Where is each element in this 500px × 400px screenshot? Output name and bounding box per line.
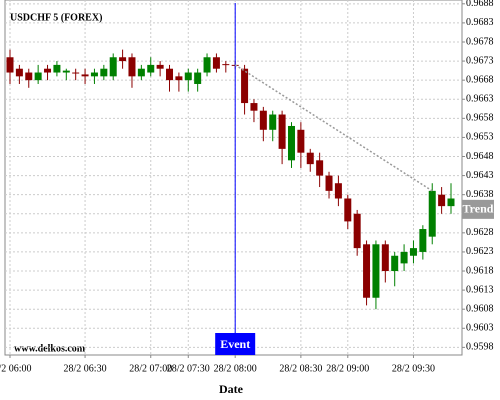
candle-body: [438, 194, 446, 207]
x-tick-label: 28/2 07:30: [167, 363, 210, 374]
candle-body: [81, 74, 89, 77]
x-tick-label: 28/2 08:30: [279, 363, 322, 374]
candle-body: [137, 68, 145, 77]
candle-body: [325, 175, 333, 191]
y-tick-label: 0.9628: [466, 227, 494, 238]
candle-body: [391, 255, 399, 272]
y-tick-label: 0.9688: [466, 0, 494, 9]
candle-body: [259, 110, 267, 130]
candle-body: [372, 244, 380, 298]
candle-body: [90, 72, 98, 77]
candle-body: [44, 68, 52, 73]
y-tick-label: 0.9603: [466, 323, 494, 334]
plot-area: [4, 0, 463, 356]
trend-line: [234, 64, 433, 192]
event-box: [215, 333, 256, 355]
candle-body: [100, 68, 108, 77]
x-axis-label: Date: [219, 382, 244, 396]
y-tick-label: 0.9653: [466, 132, 494, 143]
y-tick-label: 0.9648: [466, 151, 494, 162]
x-tick-label: 28/2 07:00: [129, 363, 172, 374]
candle-body: [409, 248, 417, 256]
candle-body: [166, 68, 174, 81]
y-tick-label: 0.9623: [466, 246, 494, 257]
candle-body: [72, 72, 80, 74]
x-tick-label: 28/2 08:00: [214, 363, 257, 374]
candle-body: [381, 244, 389, 272]
candle-body: [419, 229, 427, 252]
candle-body: [287, 125, 295, 161]
y-tick-label: 0.9643: [466, 170, 494, 181]
candle-body: [250, 103, 258, 111]
y-tick-label: 0.9673: [466, 55, 494, 66]
watermark: www.delkos.com: [14, 343, 86, 354]
y-tick-label: 0.9618: [466, 265, 494, 276]
y-tick-label: 0.9658: [466, 113, 494, 124]
candle-body: [222, 64, 230, 66]
candle-body: [184, 72, 192, 81]
y-tick-label: 0.9683: [466, 17, 494, 28]
x-tick-label: 28/2 09:00: [326, 363, 369, 374]
candle-body: [62, 70, 70, 73]
trend-box: [462, 199, 494, 219]
candle-body: [175, 76, 183, 81]
candle-body: [316, 160, 324, 176]
x-tick-label: 28/2 09:30: [392, 363, 435, 374]
candle-body: [306, 152, 314, 165]
candle-body: [119, 57, 127, 62]
candle-body: [203, 57, 211, 73]
candle-body: [6, 57, 14, 73]
candle-body: [278, 114, 286, 149]
event-label: Event: [220, 337, 250, 351]
y-tick-label: 0.9678: [466, 36, 494, 47]
candle-body: [15, 68, 23, 77]
x-tick-label: 28/2 06:30: [64, 363, 107, 374]
candle-body: [194, 72, 202, 84]
y-tick-label: 0.9638: [466, 189, 494, 200]
y-tick-label: 0.9663: [466, 94, 494, 105]
candle-body: [34, 72, 42, 81]
chart-title: USDCHF 5 (FOREX): [10, 12, 102, 23]
candle-body: [147, 64, 155, 73]
trend-label: Trend: [463, 202, 494, 216]
y-tick-label: 0.9608: [466, 303, 494, 314]
candle-body: [400, 251, 408, 264]
y-tick-label: 0.9613: [466, 284, 494, 295]
y-tick-label: 0.9598: [466, 342, 494, 353]
candle-body: [269, 114, 277, 130]
candle-body: [156, 64, 164, 69]
candle-body: [428, 190, 436, 237]
candle-body: [128, 57, 136, 77]
candle-body: [241, 68, 249, 104]
candle-body: [447, 198, 455, 207]
x-tick-label: 28/2 06:00: [0, 363, 32, 374]
candle-body: [109, 57, 117, 77]
y-tick-label: 0.9668: [466, 74, 494, 85]
candle-body: [353, 213, 361, 249]
candle-body: [212, 57, 220, 69]
candle-body: [53, 64, 61, 73]
candle-body: [297, 129, 305, 153]
candle-body: [334, 183, 342, 199]
candle-body: [25, 72, 33, 81]
candle-body: [344, 198, 352, 222]
candle-body: [363, 244, 371, 298]
